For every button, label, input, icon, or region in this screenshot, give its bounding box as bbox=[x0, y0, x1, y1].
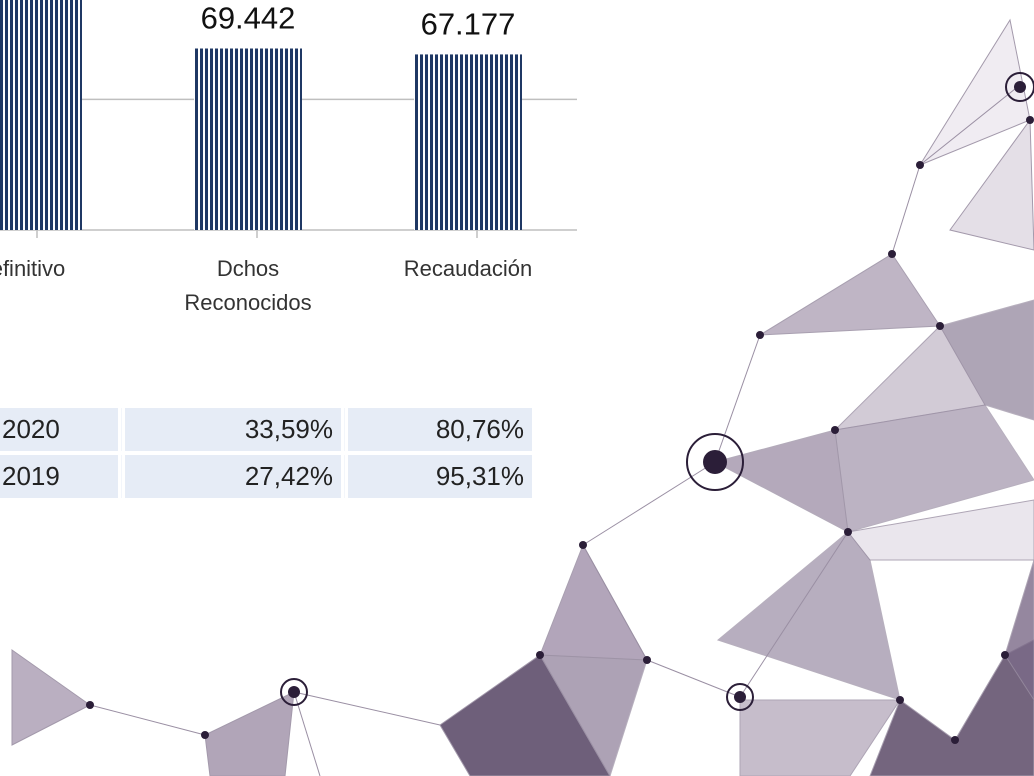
page: {"chart_data": {"type": "bar", "categori… bbox=[0, 0, 1034, 776]
table-row: 2020 33,59% 80,76% bbox=[0, 408, 532, 451]
value-label: 67.177 bbox=[421, 6, 516, 41]
table-spacer bbox=[344, 408, 345, 451]
table-spacer bbox=[344, 455, 345, 498]
table-cell: 2019 bbox=[0, 455, 118, 498]
table-row: 2019 27,42% 95,31% bbox=[0, 455, 532, 498]
table-cell: 2020 bbox=[0, 408, 118, 451]
table-spacer bbox=[121, 455, 122, 498]
bar bbox=[194, 49, 302, 230]
data-table: 2020 33,59% 80,76% 2019 27,42% 95,31% bbox=[0, 404, 535, 502]
table-spacer bbox=[121, 408, 122, 451]
bar bbox=[414, 54, 522, 230]
table-cell: 27,42% bbox=[125, 455, 341, 498]
x-tick-label: efinitivo bbox=[0, 256, 65, 281]
table-cell: 80,76% bbox=[348, 408, 532, 451]
table-cell: 95,31% bbox=[348, 455, 532, 498]
table-cell: 33,59% bbox=[125, 408, 341, 451]
value-label: 69.442 bbox=[201, 1, 296, 36]
bar bbox=[0, 0, 82, 230]
x-tick-label: Recaudación bbox=[404, 256, 532, 281]
